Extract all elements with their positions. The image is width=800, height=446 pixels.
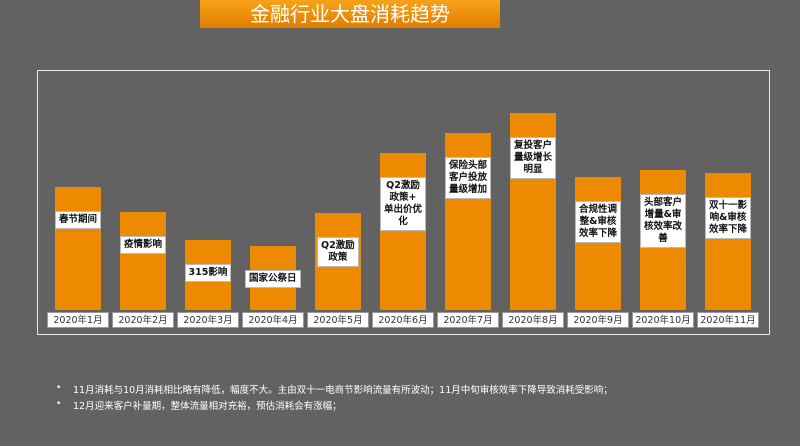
chart-panel: [37, 70, 770, 335]
x-tick-label: 2020年2月: [112, 312, 174, 328]
annotation: 国家公祭日: [245, 270, 301, 288]
x-tick-label: 2020年9月: [567, 312, 629, 328]
annotation: 保险头部 客户投放 量级增加: [445, 157, 492, 199]
note: 11月消耗与10月消耗相比略有降低，幅度不大。主由双十一电商节影响流量有所波动；…: [73, 385, 613, 396]
annotation: Q2激励 政策+ 单出价优 化: [380, 177, 427, 231]
x-tick-label: 2020年4月: [242, 312, 304, 328]
bar: [705, 173, 751, 310]
x-tick-label: 2020年11月: [697, 312, 759, 328]
annotation: Q2激励 政策: [317, 237, 359, 267]
x-tick-label: 2020年10月: [632, 312, 694, 328]
annotation: 春节期间: [55, 211, 102, 229]
x-tick-label: 2020年6月: [372, 312, 434, 328]
annotation: 复投客户 量级增长 明显: [510, 137, 557, 179]
x-tick-label: 2020年7月: [437, 312, 499, 328]
annotation: 双十一影 响&审核 效率下降: [705, 197, 752, 239]
x-tick-label: 2020年3月: [177, 312, 239, 328]
x-tick-label: 2020年1月: [47, 312, 109, 328]
annotation: 头部客户 增量&审 核效率改 善: [640, 194, 687, 248]
annotation: 合规性调 整&审核 效率下降: [575, 201, 622, 243]
bullet: •: [56, 383, 62, 393]
bar: [120, 212, 166, 310]
annotation: 315影响: [184, 264, 232, 282]
bullet: •: [56, 399, 62, 409]
bar: [575, 177, 621, 310]
bar: [55, 187, 101, 310]
annotation: 疫情影响: [120, 236, 167, 254]
note: 12月迎来客户补量期，整体流量相对充裕，预估消耗会有涨幅；: [73, 401, 342, 412]
x-tick-label: 2020年8月: [502, 312, 564, 328]
chart-title: 金融行业大盘消耗趋势: [200, 0, 500, 28]
x-tick-label: 2020年5月: [307, 312, 369, 328]
